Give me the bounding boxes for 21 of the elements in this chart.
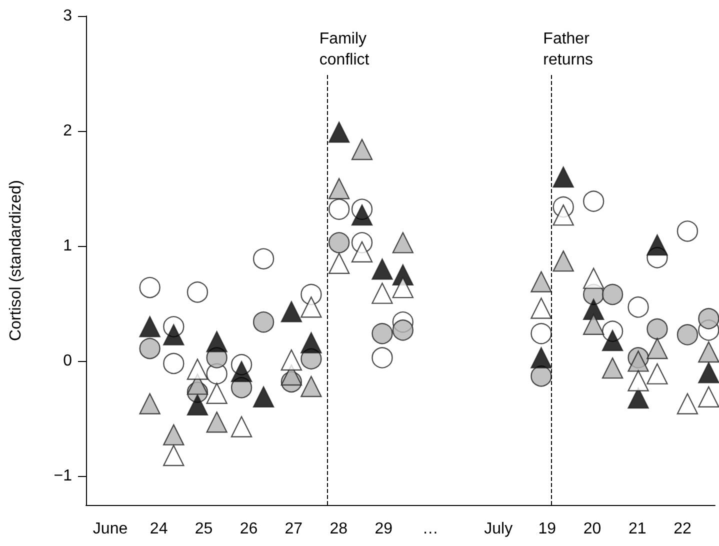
y-axis-title: Cortisol (standardized) (8, 180, 24, 341)
x-tick-label: 26 (240, 520, 258, 538)
y-tick-label: 1 (63, 238, 72, 255)
x-tick-label: 25 (194, 520, 213, 538)
x-tick-label: 24 (150, 520, 168, 538)
y-tick-label: −1 (54, 468, 72, 485)
y-tick-label: 2 (63, 122, 72, 140)
x-tick-label: 21 (628, 520, 646, 538)
y-tick-label: 3 (63, 8, 72, 24)
text: June (92, 520, 128, 538)
x-tick-label: 29 (374, 520, 393, 538)
x-tick-label: 27 (284, 520, 303, 538)
ref-line-label: Father returns (543, 30, 594, 69)
x-tick-label: 20 (583, 520, 602, 538)
ref-line-label: Family conflict (319, 30, 371, 69)
x-tick-label: 22 (674, 520, 692, 538)
text: July (484, 520, 513, 538)
text: … (422, 520, 438, 538)
x-tick-label: 28 (330, 520, 348, 538)
x-tick-label: 19 (538, 520, 556, 538)
y-tick-label: 0 (63, 352, 72, 370)
